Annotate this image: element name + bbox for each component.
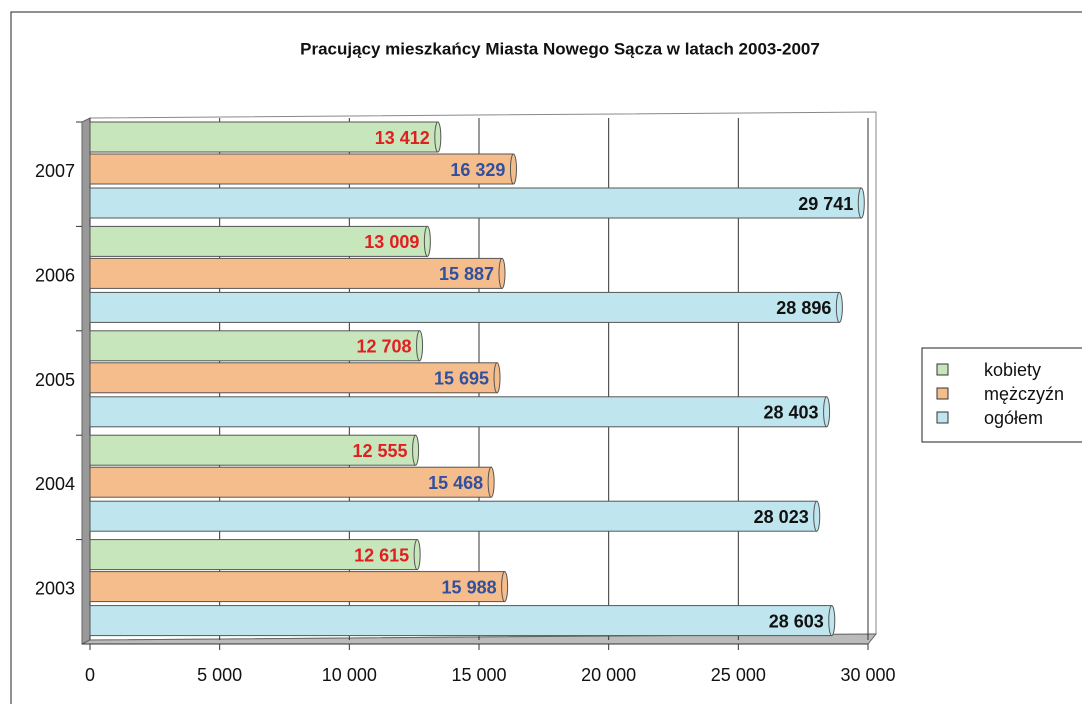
x-tick-label: 5 000 [197,665,242,685]
bar [89,396,828,428]
y-tick-label: 2003 [35,579,75,599]
value-label: 15 695 [434,369,489,389]
y-tick-label: 2004 [35,474,75,494]
bar-cap [835,291,843,323]
bar [89,225,428,257]
bar-cap [813,500,821,532]
side-wall [81,117,91,645]
value-label: 28 023 [754,507,809,527]
legend-swatch [936,411,949,424]
value-label: 13 412 [375,128,430,148]
bar-cap [434,121,442,153]
value-label: 12 615 [354,545,409,565]
bar-cap [501,571,509,603]
bar [89,362,498,394]
bar-cap [412,434,420,466]
legend-box [921,347,1082,443]
bar [89,466,492,498]
y-tick-label: 2007 [35,161,75,181]
bar-cap [487,466,495,498]
legend-swatch [936,363,949,376]
bar [89,434,417,466]
value-label: 15 887 [439,264,494,284]
bar-cap [413,539,421,571]
value-label: 15 988 [442,577,497,597]
bar-cap [823,396,831,428]
legend-swatch [936,387,949,400]
bar-cap [509,153,517,185]
value-label: 28 603 [769,611,824,631]
legend-label: ogółem [984,408,1043,428]
value-label: 28 896 [776,298,831,318]
bar [89,153,514,185]
chart-title: Pracujący mieszkańcy Miasta Nowego Sącza… [300,39,820,58]
bar [89,605,833,637]
bar [89,500,818,532]
bar [89,291,840,323]
bar-cap [828,605,836,637]
legend-label: kobiety [984,360,1041,380]
bar-cap [493,362,501,394]
value-label: 12 555 [353,441,408,461]
bar [89,539,418,571]
x-tick-label: 0 [85,665,95,685]
bar [89,330,421,362]
value-label: 29 741 [798,194,853,214]
bar [89,187,862,219]
value-label: 15 468 [428,473,483,493]
bar [89,257,503,289]
bar-cap [498,257,506,289]
x-tick-label: 30 000 [840,665,895,685]
bar-cap [416,330,424,362]
y-tick-label: 2005 [35,370,75,390]
value-label: 12 708 [356,337,411,357]
y-tick-label: 2006 [35,265,75,285]
value-label: 13 009 [364,232,419,252]
value-label: 16 329 [450,160,505,180]
bar-cap [857,187,865,219]
x-tick-label: 15 000 [451,665,506,685]
x-tick-label: 25 000 [711,665,766,685]
bar [89,121,439,153]
x-tick-label: 20 000 [581,665,636,685]
x-tick-label: 10 000 [322,665,377,685]
legend-label: mężczyźn [984,384,1064,404]
value-label: 28 403 [764,403,819,423]
bar-cap [423,225,431,257]
